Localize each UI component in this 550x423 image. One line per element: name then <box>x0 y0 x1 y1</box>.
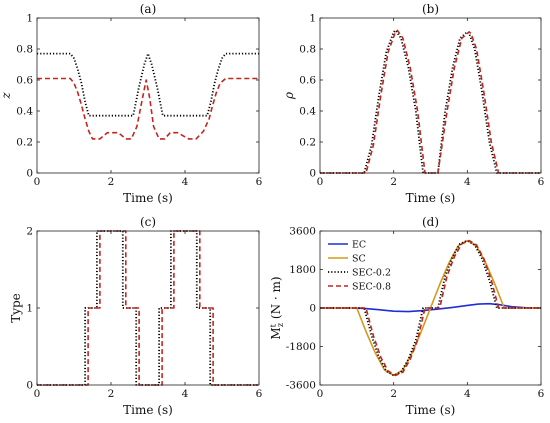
x-tick-label: 2 <box>108 388 115 400</box>
series-line-sec-0-8 <box>320 239 541 377</box>
axes-frame <box>319 17 542 174</box>
axes-frame <box>36 230 260 386</box>
x-tick-label: 2 <box>108 176 115 188</box>
x-tick-label: 0 <box>34 388 41 400</box>
y-tick-label: 1 <box>26 13 33 25</box>
y-tick-label: 0 <box>26 380 33 392</box>
legend: EC SC SEC-0.2 SEC-0.8 <box>324 235 394 299</box>
y-tick-label: 0.8 <box>16 44 33 56</box>
x-tick-label: 6 <box>256 176 263 188</box>
x-tick-label: 6 <box>538 388 545 400</box>
series-line-sec-0-2 <box>37 52 259 117</box>
x-tick-label: 0 <box>317 388 324 400</box>
y-axis-label: ρ <box>282 92 296 100</box>
series-line-sec-0-2 <box>37 230 259 386</box>
panel-d: (d) 0 2 4 6 -3600 -1800 0 1800 3600 Time (s) Mtz (N… <box>269 215 545 417</box>
series-line-sec-0-8 <box>37 230 259 386</box>
y-tick-label: 0.4 <box>16 106 33 118</box>
legend-label: SC <box>352 254 366 265</box>
y-tick-label: 3600 <box>289 226 316 238</box>
series-line-ec <box>320 302 542 313</box>
panel-c: (c) 0 2 4 6 0 1 2 Time (s) Type <box>9 215 263 417</box>
panel-title: (b) <box>422 2 439 16</box>
x-tick-label: 0 <box>34 176 41 188</box>
x-tick-label: 4 <box>182 176 189 188</box>
x-tick-label: 2 <box>390 176 397 188</box>
x-axis-label: Time (s) <box>406 403 456 417</box>
series-line-sec-0-8 <box>320 29 541 174</box>
y-axis-label: Mtz (N · m) <box>269 276 286 339</box>
x-axis-label: Time (s) <box>406 191 456 205</box>
x-axis-label: Time (s) <box>123 191 173 205</box>
legend-label: EC <box>352 240 366 251</box>
y-tick-label: 0 <box>26 168 33 180</box>
y-tick-label: 1 <box>309 13 316 25</box>
panel-a: (a) 0 2 4 6 0 0.2 0.4 0.6 0.8 1 Time (s) z <box>0 2 263 205</box>
x-tick-label: 6 <box>538 176 545 188</box>
x-tick-label: 6 <box>256 388 263 400</box>
x-tick-label: 4 <box>182 388 189 400</box>
series-line-sec-0-8 <box>37 77 259 140</box>
y-tick-label: 0.6 <box>16 75 33 87</box>
y-axis-label: Type <box>9 293 23 323</box>
y-tick-label: 0.4 <box>299 106 316 118</box>
series-line-sec-0-2 <box>320 29 541 174</box>
y-tick-label: 0 <box>309 168 316 180</box>
x-tick-label: 4 <box>464 388 471 400</box>
y-tick-label: 0.6 <box>299 75 316 87</box>
panel-title: (d) <box>422 215 439 229</box>
y-tick-label: 2 <box>26 226 33 238</box>
legend-label: SEC-0.8 <box>352 282 391 293</box>
panel-title: (c) <box>140 215 156 229</box>
x-tick-label: 0 <box>317 176 324 188</box>
x-tick-label: 2 <box>390 388 397 400</box>
x-axis-label: Time (s) <box>123 403 173 417</box>
x-tick-label: 4 <box>464 176 471 188</box>
y-tick-label: 1800 <box>289 264 316 276</box>
y-tick-label: 0 <box>309 303 316 315</box>
y-tick-label: -3600 <box>286 380 316 392</box>
y-tick-label: 0.8 <box>299 44 316 56</box>
y-tick-label: -1800 <box>286 341 316 353</box>
axes-frame <box>36 17 260 174</box>
y-tick-label: 0.2 <box>16 137 33 149</box>
panel-title: (a) <box>140 2 157 16</box>
y-axis-label: z <box>0 92 13 100</box>
y-tick-label: 0.2 <box>299 137 316 149</box>
legend-label: SEC-0.2 <box>352 268 391 279</box>
y-tick-label: 1 <box>26 303 33 315</box>
panel-b: (b) 0 2 4 6 0 0.2 0.4 0.6 0.8 1 Time (s) ρ <box>282 2 545 205</box>
legend-box <box>324 235 394 299</box>
